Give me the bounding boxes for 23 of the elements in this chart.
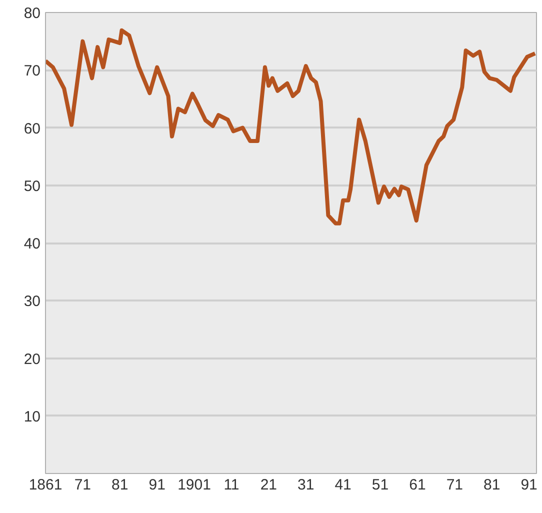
y-tick-label: 20 — [24, 350, 41, 368]
x-tick-label: 41 — [334, 476, 352, 494]
x-tick-label: 71 — [74, 476, 92, 494]
x-tick-label: 1861 — [28, 476, 62, 494]
y-tick-label: 60 — [24, 120, 41, 138]
y-tick-label: 40 — [24, 236, 41, 252]
y-tick-label: 10 — [24, 408, 41, 426]
line-series — [46, 28, 536, 226]
x-tick-label: 81 — [484, 476, 500, 494]
x-tick-label: 31 — [298, 476, 314, 494]
x-tick-label: 51 — [372, 476, 389, 494]
y-tick-label: 80 — [24, 5, 41, 22]
x-tick-label: 91 — [520, 476, 538, 494]
x-tick-label: 71 — [446, 476, 464, 494]
x-tick-label: 81 — [112, 476, 128, 494]
x-tick-label: 91 — [148, 476, 166, 494]
x-tick-label: 61 — [409, 476, 426, 494]
x-tick-label: 21 — [260, 476, 278, 494]
y-tick-label: 50 — [24, 178, 41, 195]
y-tick-label: 70 — [24, 62, 41, 80]
y-tick-label: 30 — [24, 293, 41, 310]
x-tick-label: 11 — [224, 476, 240, 494]
x-tick-label: 1901 — [178, 476, 211, 494]
